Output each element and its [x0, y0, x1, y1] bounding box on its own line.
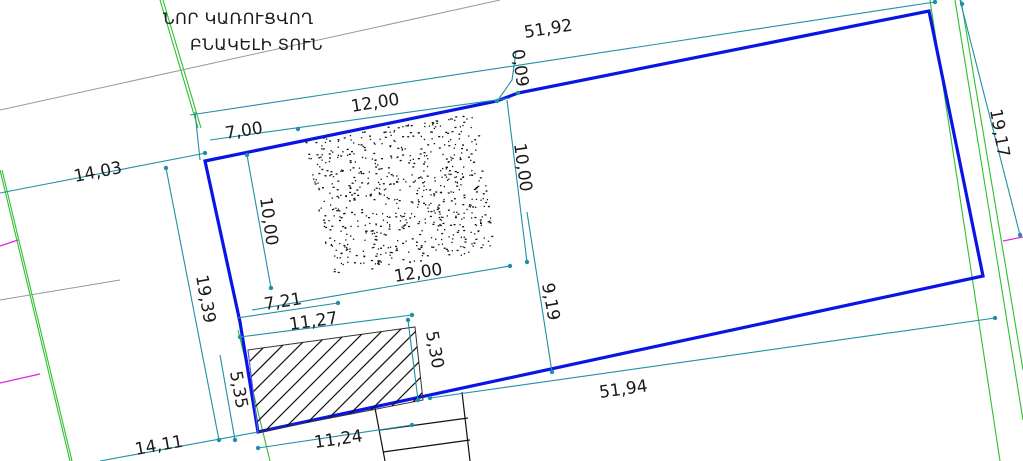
property-boundary: [203, 9, 985, 434]
dim-house-right: 10,00: [509, 142, 536, 193]
house-footprint: [305, 115, 494, 274]
dim-house-top: 12,00: [350, 90, 401, 117]
dim-bottom-length: 51,94: [598, 376, 649, 403]
dim-top-length: 51,92: [523, 16, 574, 43]
outbuilding: [247, 326, 424, 433]
dim-outbuilding-bottom: 11,24: [313, 426, 364, 453]
neighbor-lines: [0, 236, 1023, 384]
dim-house-offset-top: 7,00: [224, 118, 265, 144]
dim-house-bottom: 12,00: [393, 260, 444, 287]
title-line-2: ԲՆԱԿԵԼԻ ՏՈՒՆ: [190, 35, 323, 54]
dim-outbuilding-top: 11,27: [288, 308, 339, 335]
dimension-ticks: [163, 0, 1023, 451]
dim-house-left: 10,00: [255, 196, 282, 247]
dim-right-width: 19,17: [985, 107, 1013, 158]
dim-outbuilding-right: 5,30: [421, 329, 447, 370]
dim-house-offset-bottom: 7,21: [263, 289, 304, 315]
dim-left-neighbor-top: 14,03: [72, 158, 124, 187]
title-line-1: ՆՈՐ ԿԱՌՈՒՑՎՈՂ: [163, 9, 314, 28]
dim-left-neighbor-bottom: 14,11: [133, 432, 184, 460]
dim-house-to-bottom: 9,19: [537, 281, 563, 322]
background-lines: [0, 0, 501, 301]
